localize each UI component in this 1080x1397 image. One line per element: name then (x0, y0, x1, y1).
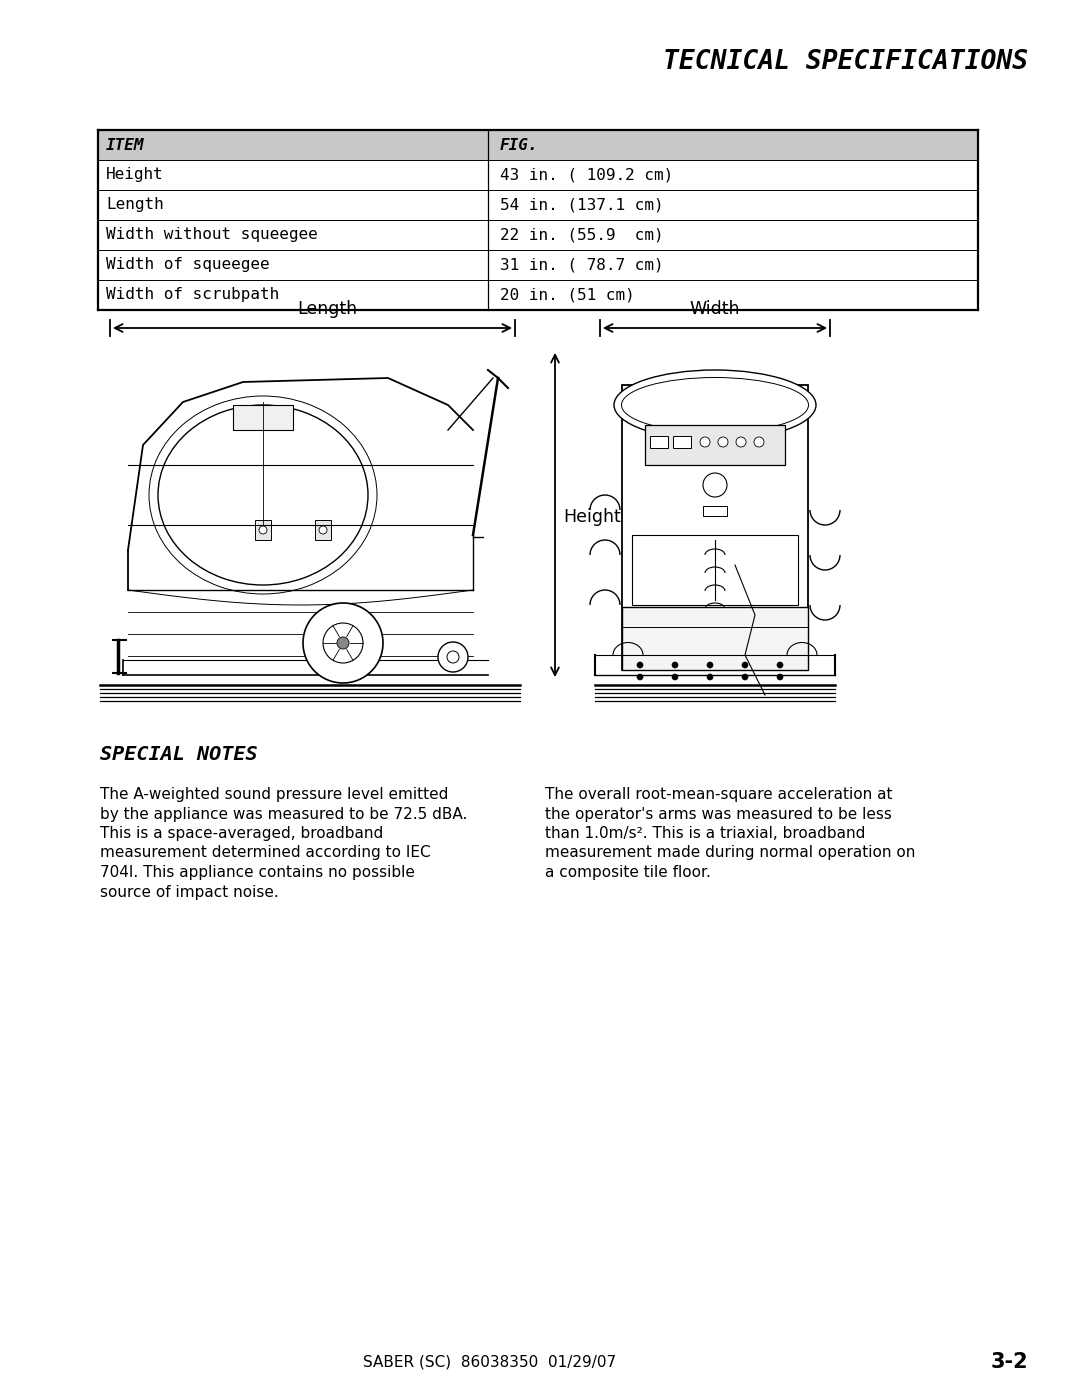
Text: TECNICAL SPECIFICATIONS: TECNICAL SPECIFICATIONS (663, 49, 1028, 75)
Text: ITEM: ITEM (106, 137, 145, 152)
Text: Width of scrubpath: Width of scrubpath (106, 288, 280, 303)
Circle shape (637, 662, 643, 668)
Text: The A-weighted sound pressure level emitted: The A-weighted sound pressure level emit… (100, 787, 448, 802)
Text: 54 in. (137.1 cm): 54 in. (137.1 cm) (500, 197, 663, 212)
Circle shape (777, 673, 783, 680)
Text: measurement determined according to IEC: measurement determined according to IEC (100, 845, 431, 861)
Text: 31 in. ( 78.7 cm): 31 in. ( 78.7 cm) (500, 257, 663, 272)
Text: 22 in. (55.9  cm): 22 in. (55.9 cm) (500, 228, 663, 243)
Text: measurement made during normal operation on: measurement made during normal operation… (545, 845, 916, 861)
Circle shape (672, 673, 678, 680)
Circle shape (707, 673, 713, 680)
Bar (673, 436, 691, 448)
Text: 43 in. ( 109.2 cm): 43 in. ( 109.2 cm) (500, 168, 673, 183)
Bar (622, 608, 808, 671)
Bar (632, 535, 798, 605)
Text: Length: Length (106, 197, 164, 212)
Circle shape (707, 662, 713, 668)
Text: Height: Height (563, 509, 621, 527)
Bar (255, 520, 271, 541)
Text: Width: Width (690, 300, 740, 319)
Bar (233, 405, 293, 430)
Text: than 1.0m/s². This is a triaxial, broadband: than 1.0m/s². This is a triaxial, broadb… (545, 826, 865, 841)
Circle shape (718, 437, 728, 447)
Text: 3-2: 3-2 (990, 1352, 1028, 1372)
Text: source of impact noise.: source of impact noise. (100, 884, 279, 900)
Bar (650, 436, 669, 448)
Circle shape (637, 673, 643, 680)
Circle shape (337, 637, 349, 650)
Text: SABER (SC)  86038350  01/29/07: SABER (SC) 86038350 01/29/07 (364, 1355, 617, 1369)
Bar (98, 130, 978, 161)
Text: The overall root-mean-square acceleration at: The overall root-mean-square acceleratio… (545, 787, 892, 802)
Text: Length: Length (297, 300, 357, 319)
Text: 704I. This appliance contains no possible: 704I. This appliance contains no possibl… (100, 865, 415, 880)
Ellipse shape (621, 377, 809, 433)
Bar (622, 386, 808, 671)
Circle shape (323, 623, 363, 664)
Text: Width without squeegee: Width without squeegee (106, 228, 318, 243)
Text: SPECIAL NOTES: SPECIAL NOTES (100, 745, 258, 764)
Circle shape (447, 651, 459, 664)
Circle shape (259, 527, 267, 534)
Circle shape (703, 474, 727, 497)
Circle shape (319, 527, 327, 534)
Text: This is a space-averaged, broadband: This is a space-averaged, broadband (100, 826, 383, 841)
Circle shape (438, 643, 468, 672)
Text: a composite tile floor.: a composite tile floor. (545, 865, 711, 880)
Circle shape (735, 437, 746, 447)
Circle shape (754, 437, 764, 447)
Text: FIG.: FIG. (500, 137, 539, 152)
Bar (645, 425, 785, 465)
Circle shape (742, 662, 748, 668)
Circle shape (777, 662, 783, 668)
Circle shape (700, 437, 710, 447)
Text: Height: Height (106, 168, 164, 183)
Circle shape (303, 604, 383, 683)
Circle shape (672, 662, 678, 668)
Ellipse shape (615, 370, 816, 440)
Text: the operator's arms was measured to be less: the operator's arms was measured to be l… (545, 806, 892, 821)
Text: Width of squeegee: Width of squeegee (106, 257, 270, 272)
Bar (315, 520, 330, 541)
Circle shape (742, 673, 748, 680)
Bar (703, 506, 727, 515)
Text: 20 in. (51 cm): 20 in. (51 cm) (500, 288, 635, 303)
Text: by the appliance was measured to be 72.5 dBA.: by the appliance was measured to be 72.5… (100, 806, 468, 821)
